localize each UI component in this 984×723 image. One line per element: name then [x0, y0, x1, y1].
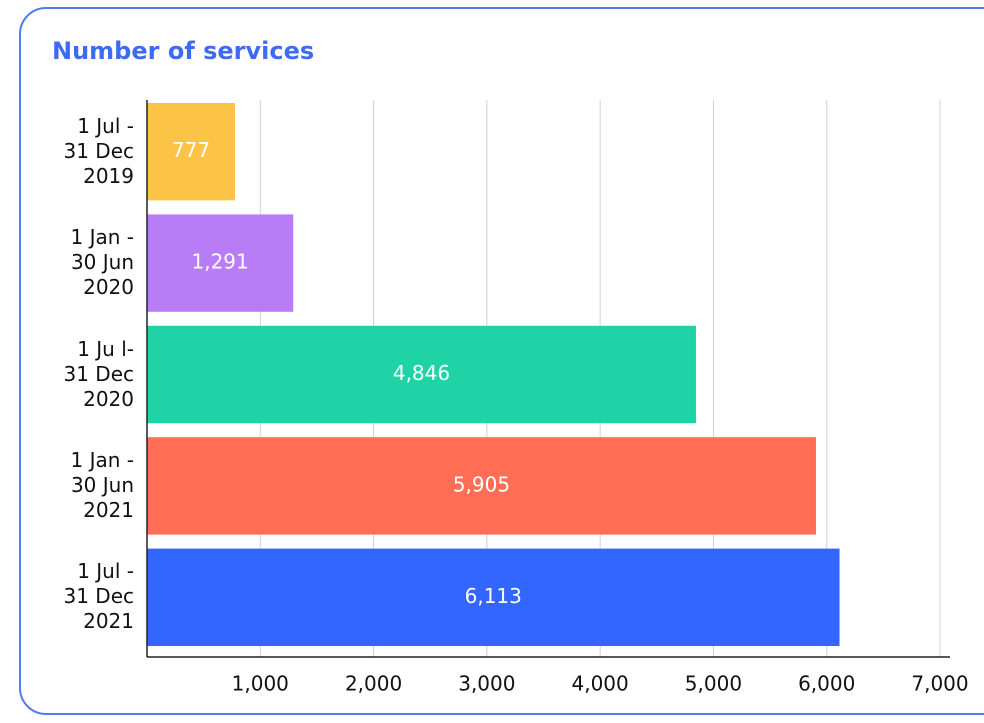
y-tick-label: 1 Ju l- 31 Dec 2020 — [63, 336, 134, 411]
value-label: 777 — [172, 138, 210, 162]
bar — [147, 325, 696, 424]
bar — [147, 548, 840, 646]
y-tick-label: 1 Jan - 30 Jun 2020 — [70, 225, 135, 300]
x-tick-label: 4,000 — [572, 672, 629, 696]
y-tick-label: 1 Jul - 31 Dec 2019 — [63, 113, 134, 188]
value-label: 6,113 — [465, 584, 522, 608]
x-tick-label: 2,000 — [345, 672, 402, 696]
x-tick-label: 5,000 — [685, 672, 742, 696]
card — [19, 7, 984, 715]
bar — [147, 103, 236, 201]
value-label: 4,846 — [393, 361, 450, 385]
value-label: 1,291 — [191, 250, 248, 274]
chart-title: Number of services — [52, 37, 314, 65]
y-tick-label: 1 Jan - 30 Jun 2021 — [70, 447, 135, 522]
bar — [147, 437, 816, 535]
bar — [147, 214, 294, 312]
x-tick-label: 1,000 — [232, 672, 289, 696]
x-tick-label: 7,000 — [911, 672, 968, 696]
y-tick-label: 1 Jul - 31 Dec 2021 — [63, 559, 134, 634]
x-tick-label: 6,000 — [798, 672, 855, 696]
value-label: 5,905 — [453, 472, 510, 496]
x-tick-label: 3,000 — [458, 672, 515, 696]
